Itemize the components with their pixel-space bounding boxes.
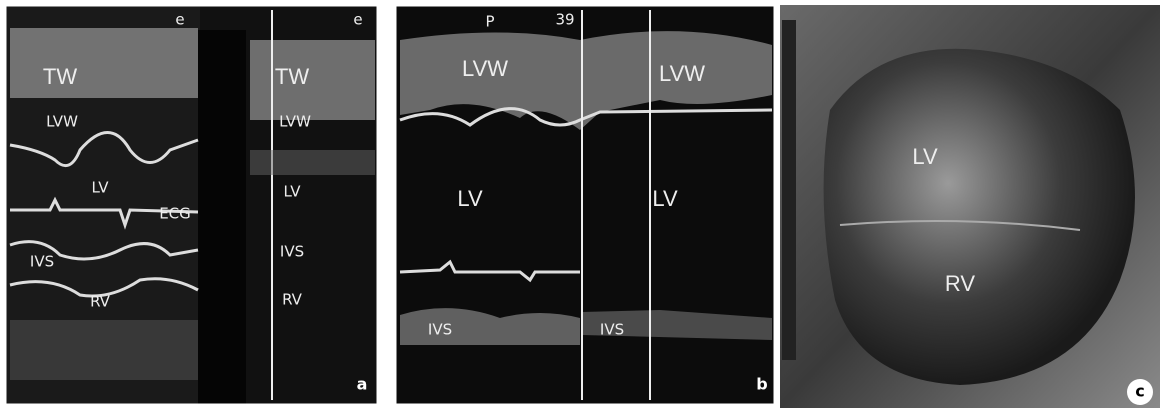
label: LVW: [279, 113, 311, 131]
panel-a: e e TW TW LVW LVW LV LV ECG IVS IVS RV R…: [5, 5, 378, 405]
panel-label: c: [1135, 382, 1144, 401]
panel-label: a: [357, 375, 368, 394]
label: TW: [43, 64, 77, 89]
ruler: [782, 20, 796, 360]
label: e: [353, 11, 362, 29]
tw-band: [10, 28, 198, 98]
figure: e e TW TW LVW LVW LV LV ECG IVS IVS RV R…: [0, 0, 1160, 408]
label: 39: [555, 11, 574, 29]
lower-band: [10, 320, 198, 380]
label: LV: [457, 186, 483, 211]
label: IVS: [600, 321, 624, 339]
label: LV: [912, 144, 938, 169]
label: LVW: [46, 113, 78, 131]
label: RV: [282, 291, 303, 309]
label: LVW: [462, 56, 508, 81]
panel-label: b: [756, 375, 767, 394]
label: RV: [945, 271, 975, 296]
label: LV: [652, 186, 678, 211]
label: P: [485, 13, 494, 31]
label: RV: [90, 293, 111, 311]
gap: [198, 30, 246, 405]
label: LV: [284, 183, 302, 201]
tw-band: [250, 40, 375, 120]
label: LVW: [659, 61, 705, 86]
label: IVS: [280, 243, 304, 261]
label: IVS: [428, 321, 452, 339]
label: IVS: [30, 253, 54, 271]
lvw-band: [250, 150, 375, 175]
panel-b: P 39 LVW LVW LV LV IVS IVS b: [395, 5, 775, 405]
label: TW: [275, 64, 309, 89]
panel-c: LV RV c: [780, 5, 1160, 408]
label: e: [175, 11, 184, 29]
label: ECG: [159, 205, 191, 223]
label: LV: [92, 179, 110, 197]
